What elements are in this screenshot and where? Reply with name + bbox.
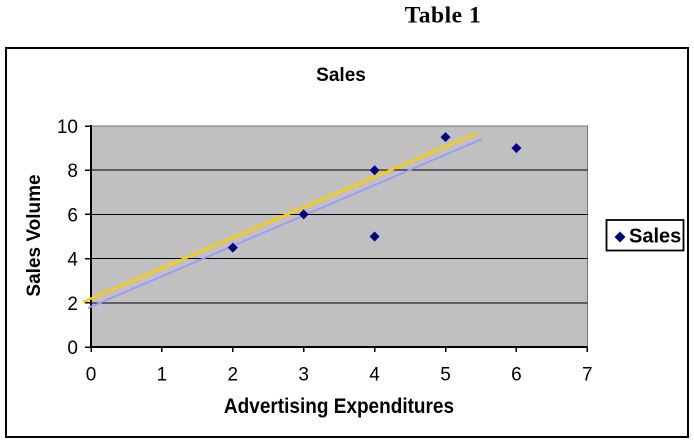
svg-text:1: 1: [157, 364, 168, 385]
svg-text:7: 7: [582, 364, 593, 385]
svg-text:Sales: Sales: [316, 65, 366, 86]
svg-text:6: 6: [511, 364, 522, 385]
svg-text:Sales: Sales: [629, 226, 681, 248]
svg-text:Advertising Expenditures: Advertising Expenditures: [224, 395, 454, 418]
svg-text:Sales Volume: Sales Volume: [24, 174, 45, 296]
svg-text:0: 0: [67, 338, 78, 359]
svg-text:4: 4: [369, 364, 380, 385]
svg-text:5: 5: [440, 364, 451, 385]
svg-text:8: 8: [67, 161, 78, 182]
svg-text:0: 0: [86, 364, 97, 385]
svg-text:3: 3: [298, 364, 309, 385]
svg-text:2: 2: [67, 294, 78, 315]
svg-text:Table 1: Table 1: [405, 3, 481, 29]
svg-text:6: 6: [67, 205, 78, 226]
svg-text:4: 4: [67, 250, 78, 271]
svg-text:2: 2: [228, 364, 239, 385]
svg-text:10: 10: [57, 117, 78, 138]
